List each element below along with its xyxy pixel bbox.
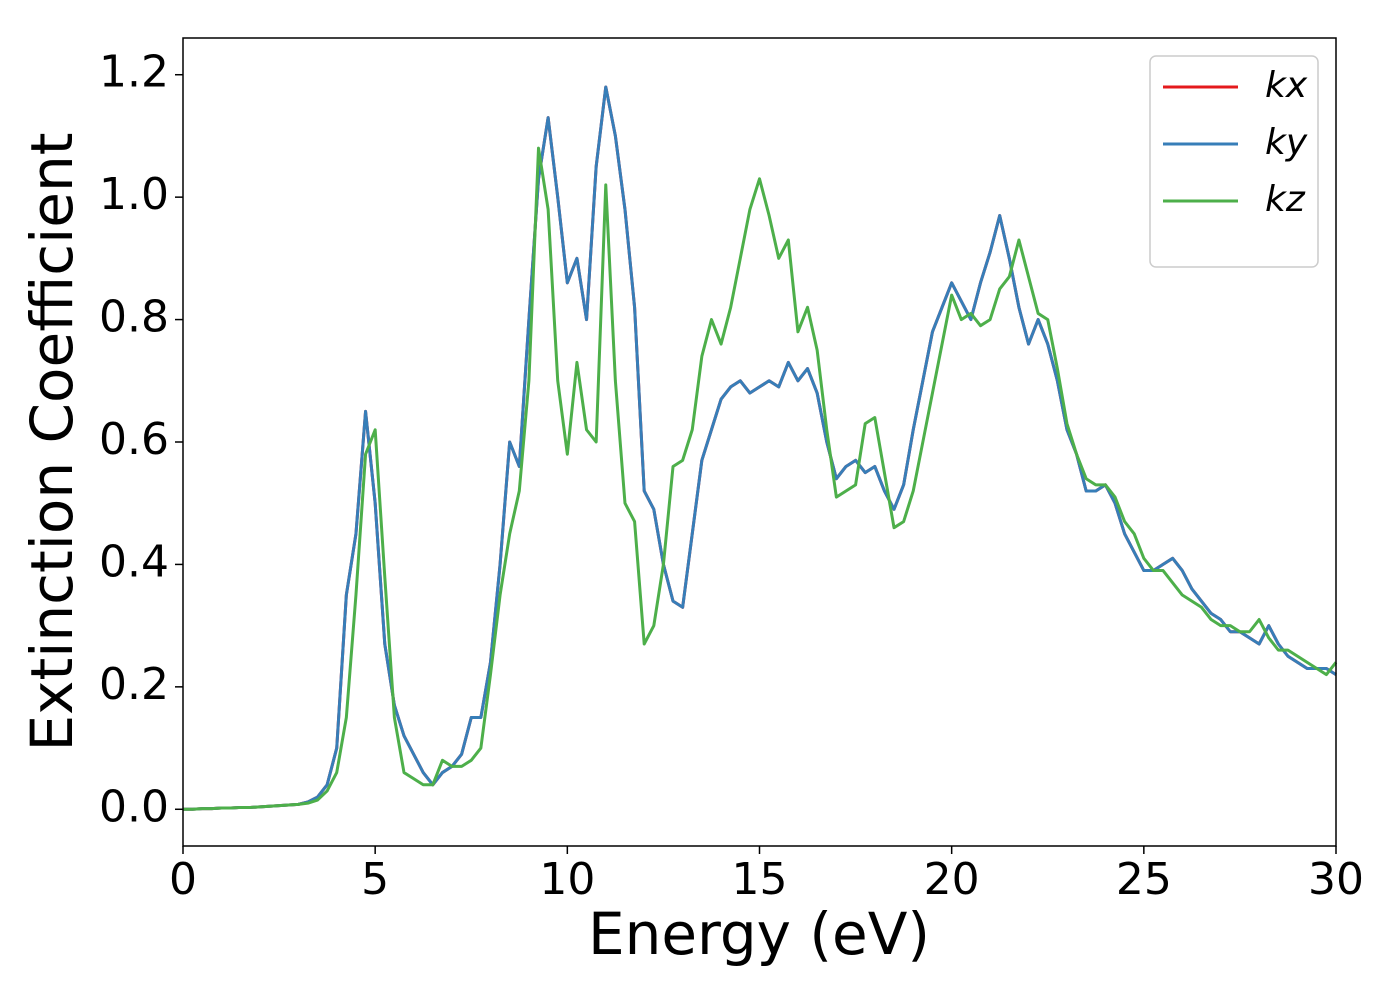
- series-line: [183, 85, 1337, 811]
- x-tick-label: 25: [1116, 854, 1172, 905]
- x-tick-label: 15: [732, 854, 788, 905]
- y-tick-label: 0.6: [99, 414, 169, 465]
- x-tick-label: 5: [361, 854, 389, 905]
- y-tick-label: 0.4: [99, 536, 169, 587]
- y-tick-label: 1.0: [99, 169, 169, 220]
- legend-label: kx: [1265, 65, 1308, 106]
- y-tick-label: 0.8: [99, 292, 169, 343]
- axes-frame: [182, 37, 1337, 847]
- x-tick-label: 0: [169, 854, 197, 905]
- x-axis-label: Energy (eV): [588, 900, 930, 968]
- y-tick-label: 0.0: [99, 781, 169, 832]
- legend-label: kz: [1265, 179, 1306, 220]
- series-line: [183, 146, 1338, 811]
- x-tick-label: 10: [539, 854, 595, 905]
- y-axis-label: Extinction Coefficient: [18, 133, 86, 752]
- y-tick-label: 1.2: [99, 47, 169, 98]
- x-tick-label: 20: [924, 854, 980, 905]
- legend-label: ky: [1265, 122, 1308, 163]
- y-tick-label: 0.2: [99, 659, 169, 710]
- x-tick-label: 30: [1308, 854, 1364, 905]
- legend-box: [1149, 55, 1319, 268]
